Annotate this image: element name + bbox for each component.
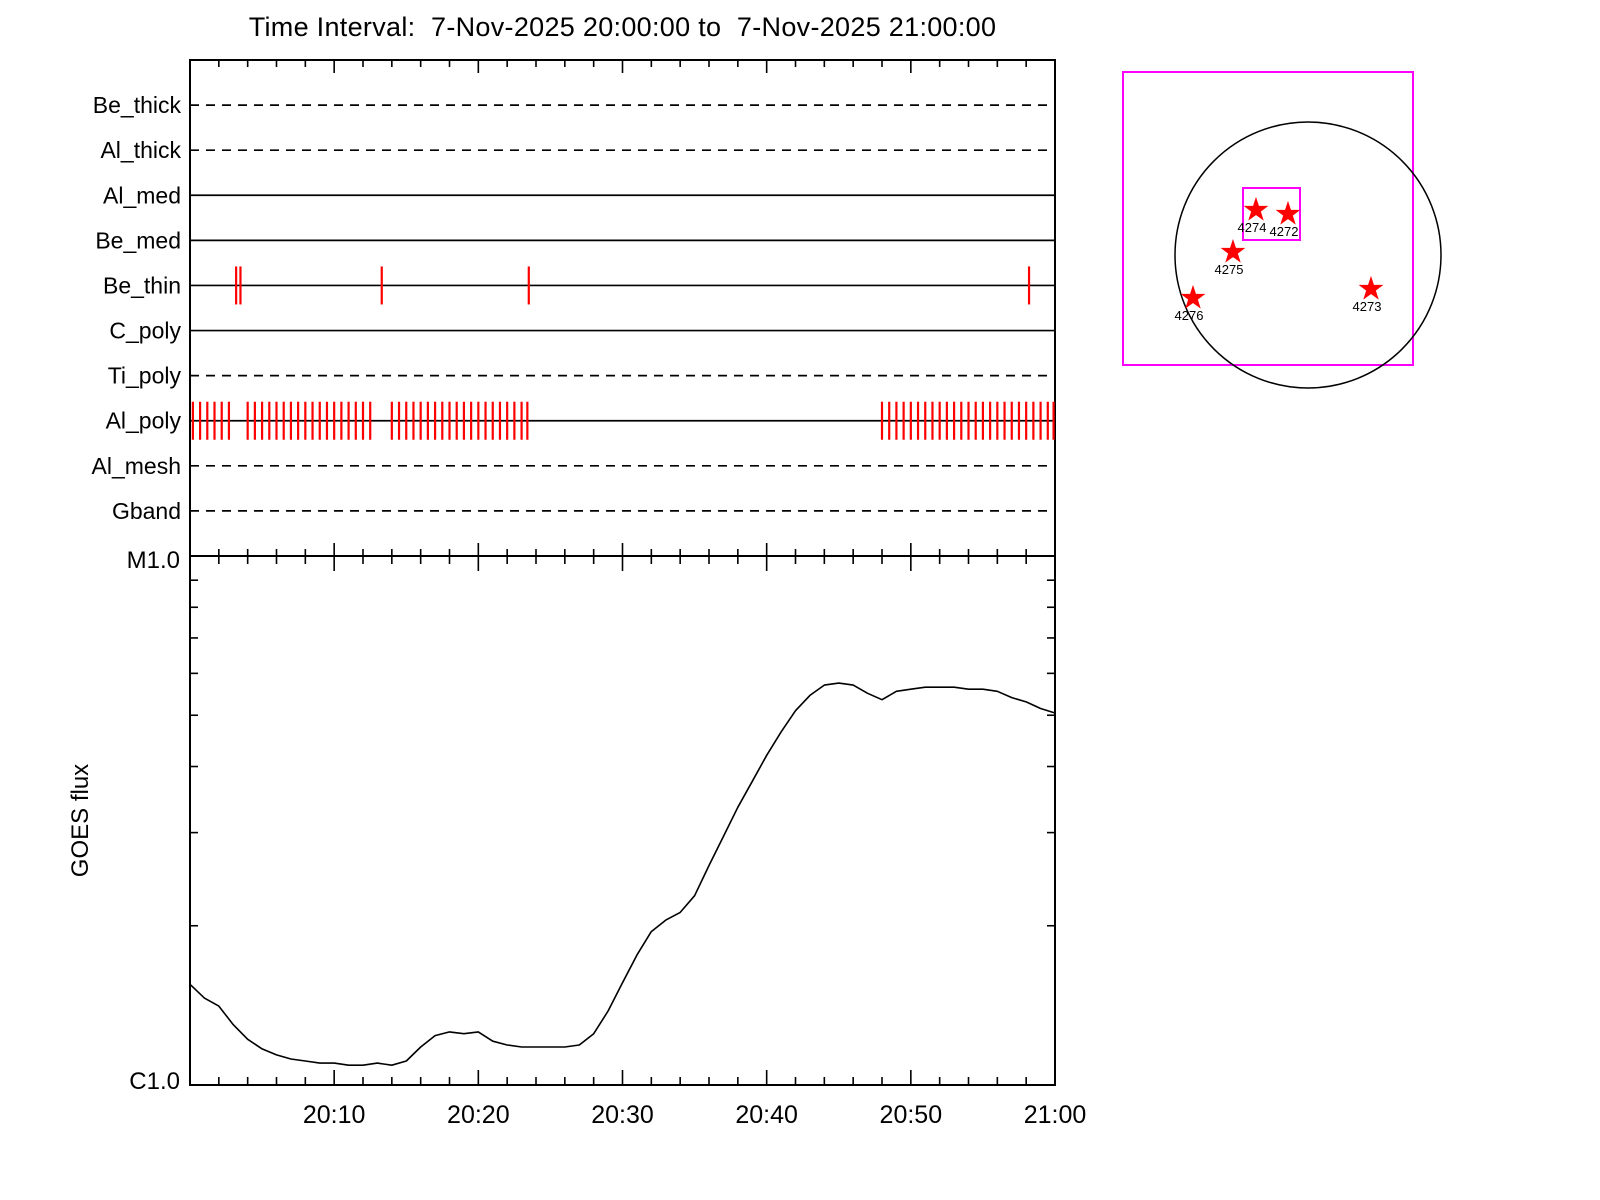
active-region-star <box>1180 284 1206 309</box>
goes-flux-panel: M1.0 C1.0 20:10 20:20 20:30 20:40 20:50 21:00 GO… <box>67 547 1086 1129</box>
active-region-label: 4272 <box>1270 224 1299 239</box>
goes-y-axis-label: M1.0 <box>127 547 180 574</box>
goes-x-tick-label: 20:10 <box>303 1101 366 1129</box>
active-region-label: 4274 <box>1238 220 1267 235</box>
timeline-border <box>189 59 1056 557</box>
filter-label: Al_poly <box>106 408 182 434</box>
active-region-star <box>1243 196 1269 221</box>
goes-border <box>189 555 1056 1086</box>
solar-limb-circle <box>1174 121 1442 389</box>
goes-flux-curve <box>189 682 1056 1066</box>
active-region-label: 4275 <box>1215 262 1244 277</box>
goes-flux-axis-title: GOES flux <box>67 764 94 877</box>
active-region-star <box>1220 238 1246 263</box>
filter-label: C_poly <box>109 318 181 344</box>
filter-label: Gband <box>112 498 181 524</box>
plot-title: Time Interval: 7-Nov-2025 20:00:00 to 7-… <box>248 12 997 42</box>
filter-label: Be_med <box>95 227 181 253</box>
active-region-star <box>1275 200 1301 225</box>
filter-label: Al_thick <box>100 137 181 163</box>
fov-box <box>1122 71 1414 366</box>
active-region-label: 4276 <box>1175 308 1204 323</box>
target-box <box>1242 187 1301 241</box>
active-region-label: 4273 <box>1353 299 1382 314</box>
filter-label: Be_thick <box>93 92 182 118</box>
filter-label: Ti_poly <box>108 363 182 389</box>
active-region-star <box>1358 275 1384 300</box>
filter-label: Be_thin <box>103 272 181 298</box>
goes-x-tick-label: 20:40 <box>735 1101 798 1129</box>
filter-label: Al_med <box>103 182 181 208</box>
goes-x-tick-label: 20:30 <box>591 1101 654 1129</box>
filter-label: Al_mesh <box>92 453 181 479</box>
solar-disk-panel: 4274 4272 4275 4276 4273 <box>1122 71 1442 389</box>
filter-timeline-panel: Be_thick Al_thick Al_med Be_med Be_thin C_pol… <box>92 59 1056 557</box>
goes-x-tick-label: 21:00 <box>1024 1101 1087 1129</box>
goes-y-axis-label: C1.0 <box>129 1068 180 1095</box>
goes-x-tick-label: 20:50 <box>880 1101 943 1129</box>
goes-x-tick-label: 20:20 <box>447 1101 510 1129</box>
